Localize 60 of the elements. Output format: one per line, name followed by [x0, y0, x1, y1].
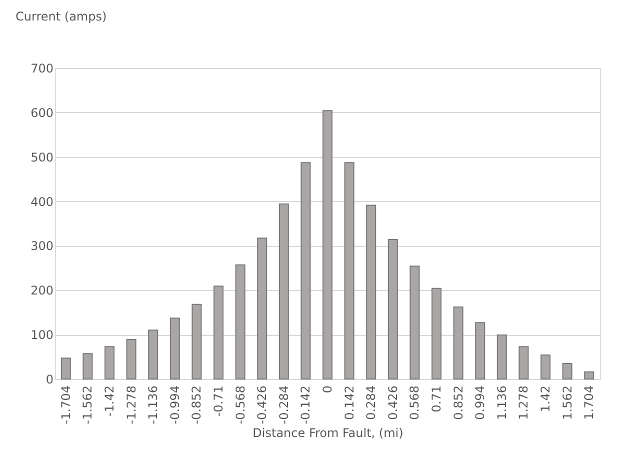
x-tick-label: 0.142	[342, 386, 356, 420]
bar	[300, 162, 311, 380]
x-tick-label: -0.71	[212, 386, 226, 417]
bar	[496, 334, 507, 380]
x-tick-label: -1.562	[80, 386, 95, 424]
x-tick-label: 0.994	[473, 386, 488, 420]
x-tick-label: -0.852	[190, 386, 204, 424]
x-tick-label: -0.568	[233, 386, 248, 424]
bar	[475, 322, 486, 380]
bar	[410, 266, 420, 380]
bar	[366, 204, 376, 380]
bar	[192, 304, 202, 380]
x-tick-label: -1.136	[146, 386, 160, 424]
x-tick-label: -0.284	[276, 386, 291, 424]
x-tick-label: -0.994	[168, 386, 182, 424]
bar	[126, 338, 136, 380]
x-tick-label: -1.278	[124, 386, 138, 424]
bar	[170, 318, 180, 380]
bar	[584, 371, 594, 380]
x-tick-label: 1.278	[516, 386, 531, 420]
bar	[214, 286, 224, 380]
bar	[453, 306, 464, 380]
x-tick-label: 1.42	[538, 386, 552, 412]
x-tick-label: 0.852	[451, 386, 466, 420]
x-tick-label: -0.426	[255, 386, 270, 424]
bar	[235, 264, 246, 380]
x-tick-label: 0.71	[430, 386, 444, 412]
x-tick-label: 1.136	[494, 386, 509, 420]
bar	[322, 110, 332, 380]
bar	[82, 353, 93, 380]
bar	[540, 354, 550, 380]
x-tick-label: 1.704	[582, 386, 596, 420]
bar	[344, 162, 354, 380]
x-tick-label: 0	[320, 386, 334, 394]
bar	[60, 358, 71, 380]
y-tick-label: 100	[30, 328, 54, 342]
y-tick-label: 200	[30, 284, 54, 298]
bar	[278, 203, 289, 380]
x-tick-label: -1.42	[102, 386, 116, 417]
x-tick-label: 1.562	[560, 386, 574, 420]
x-tick-label: -1.704	[58, 386, 73, 424]
y-tick-label: 500	[30, 150, 54, 164]
bar	[104, 346, 114, 380]
bar	[388, 238, 398, 380]
x-tick-label: 0.426	[386, 386, 400, 420]
bar	[257, 238, 268, 380]
y-axis-title: Current (amps)	[16, 10, 107, 24]
bar	[432, 288, 442, 380]
y-tick-label: 400	[30, 194, 54, 209]
x-tick-label: -0.142	[298, 386, 313, 424]
y-tick-label: 300	[30, 239, 54, 254]
y-tick-label: 0	[46, 372, 54, 386]
x-axis-title: Distance From Fault, (mi)	[252, 426, 404, 440]
x-tick-label: 0.568	[408, 386, 422, 420]
y-tick-label: 700	[30, 62, 54, 76]
x-tick-label: 0.284	[364, 386, 378, 420]
bar	[562, 362, 572, 380]
bar	[148, 330, 158, 380]
y-tick-label: 600	[30, 106, 54, 120]
bar	[518, 346, 529, 380]
